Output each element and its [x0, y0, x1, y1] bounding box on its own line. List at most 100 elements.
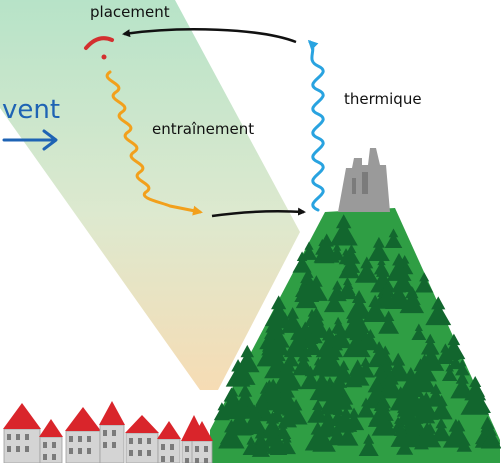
house-window	[87, 448, 91, 454]
house-window	[43, 442, 47, 448]
conifer-tree	[338, 254, 360, 279]
house-window	[185, 446, 189, 452]
conifer-tree	[430, 394, 453, 420]
house	[125, 432, 159, 463]
conifer-tree	[399, 285, 425, 314]
house-window	[147, 450, 151, 456]
conifer-tree	[334, 406, 358, 432]
house-window	[161, 444, 165, 450]
conifer-tree	[337, 392, 353, 410]
conifer-tree	[384, 228, 403, 249]
house-window	[112, 442, 116, 448]
cycle-arrow-bottom	[211, 207, 306, 218]
house-window	[103, 430, 107, 436]
conifer-tree	[411, 323, 427, 341]
label-entrainment: entraînement	[152, 120, 254, 138]
house-window	[204, 458, 208, 463]
house-window	[103, 442, 107, 448]
house-roof	[125, 415, 159, 433]
conifer-tree	[304, 335, 323, 356]
house-roof	[39, 419, 63, 437]
conifer-tree	[450, 371, 475, 399]
label-thermal: thermique	[344, 90, 422, 108]
house-window	[78, 448, 82, 454]
conifer-tree	[419, 422, 442, 448]
house-window	[25, 446, 29, 452]
house-roof	[157, 421, 181, 439]
conifer-tree	[385, 278, 413, 310]
house-window	[170, 456, 174, 462]
house-window	[195, 446, 199, 452]
house-window	[195, 458, 199, 463]
wind-corridor-band	[0, 0, 300, 390]
house-window	[52, 454, 56, 460]
house-roof	[3, 403, 41, 429]
thermal-wavy-arrow	[307, 39, 325, 212]
house-window	[129, 450, 133, 456]
conifer-tree	[456, 434, 472, 452]
house-window	[112, 430, 116, 436]
conifer-tree	[354, 256, 379, 283]
conifer-tree	[295, 284, 318, 309]
conifer-tree	[300, 241, 318, 260]
house-roof	[99, 401, 125, 425]
conifer-tree	[225, 359, 251, 387]
conifer-tree	[340, 280, 358, 300]
conifer-tree	[371, 407, 397, 436]
label-wind: vent	[2, 95, 60, 125]
house-window	[138, 450, 142, 456]
house-window	[204, 446, 208, 452]
conifer-tree	[377, 369, 404, 399]
conifer-tree	[307, 399, 329, 423]
conifer-tree	[357, 397, 375, 418]
house-window	[161, 456, 165, 462]
conifer-tree	[460, 382, 490, 415]
house-roof	[191, 421, 213, 441]
house-window	[170, 444, 174, 450]
house-window	[69, 448, 73, 454]
conifer-tree	[396, 435, 414, 455]
conifer-tree	[395, 398, 420, 426]
conifer-tree	[358, 433, 379, 456]
conifer-tree	[234, 416, 252, 436]
conifer-tree	[281, 307, 305, 333]
conifer-tree	[480, 425, 501, 449]
conifer-tree	[314, 241, 335, 264]
house-window	[138, 438, 142, 444]
conifer-tree	[344, 367, 363, 388]
conifer-tree	[218, 419, 245, 449]
entrainment-wavy-arrow	[105, 70, 203, 216]
house-window	[25, 434, 29, 440]
house-window	[78, 436, 82, 442]
conifer-tree	[269, 435, 288, 455]
conifer-tree	[430, 417, 452, 442]
house-window	[7, 434, 11, 440]
house-window	[16, 446, 20, 452]
placement-marker	[84, 36, 114, 60]
house-window	[87, 436, 91, 442]
conifer-tree	[251, 436, 270, 457]
conifer-tree	[415, 272, 434, 293]
conifer-tree	[312, 425, 336, 452]
conifer-tree	[367, 341, 391, 368]
house	[65, 430, 101, 463]
house-window	[16, 434, 20, 440]
house-window	[129, 438, 133, 444]
conifer-tree	[342, 326, 371, 358]
conifer-tree	[337, 422, 359, 446]
conifer-tree	[368, 236, 390, 262]
house-window	[69, 436, 73, 442]
castle-ruin	[338, 148, 390, 212]
wind-arrow	[2, 129, 58, 151]
house-window	[7, 446, 11, 452]
conifer-tree	[454, 359, 470, 376]
conifer-tree	[362, 294, 388, 322]
label-placement: placement	[90, 3, 170, 21]
house-window	[147, 438, 151, 444]
house-window	[52, 442, 56, 448]
conifer-tree	[213, 402, 230, 421]
house-window	[43, 454, 47, 460]
conifer-tree	[436, 343, 455, 365]
forest	[213, 214, 501, 457]
